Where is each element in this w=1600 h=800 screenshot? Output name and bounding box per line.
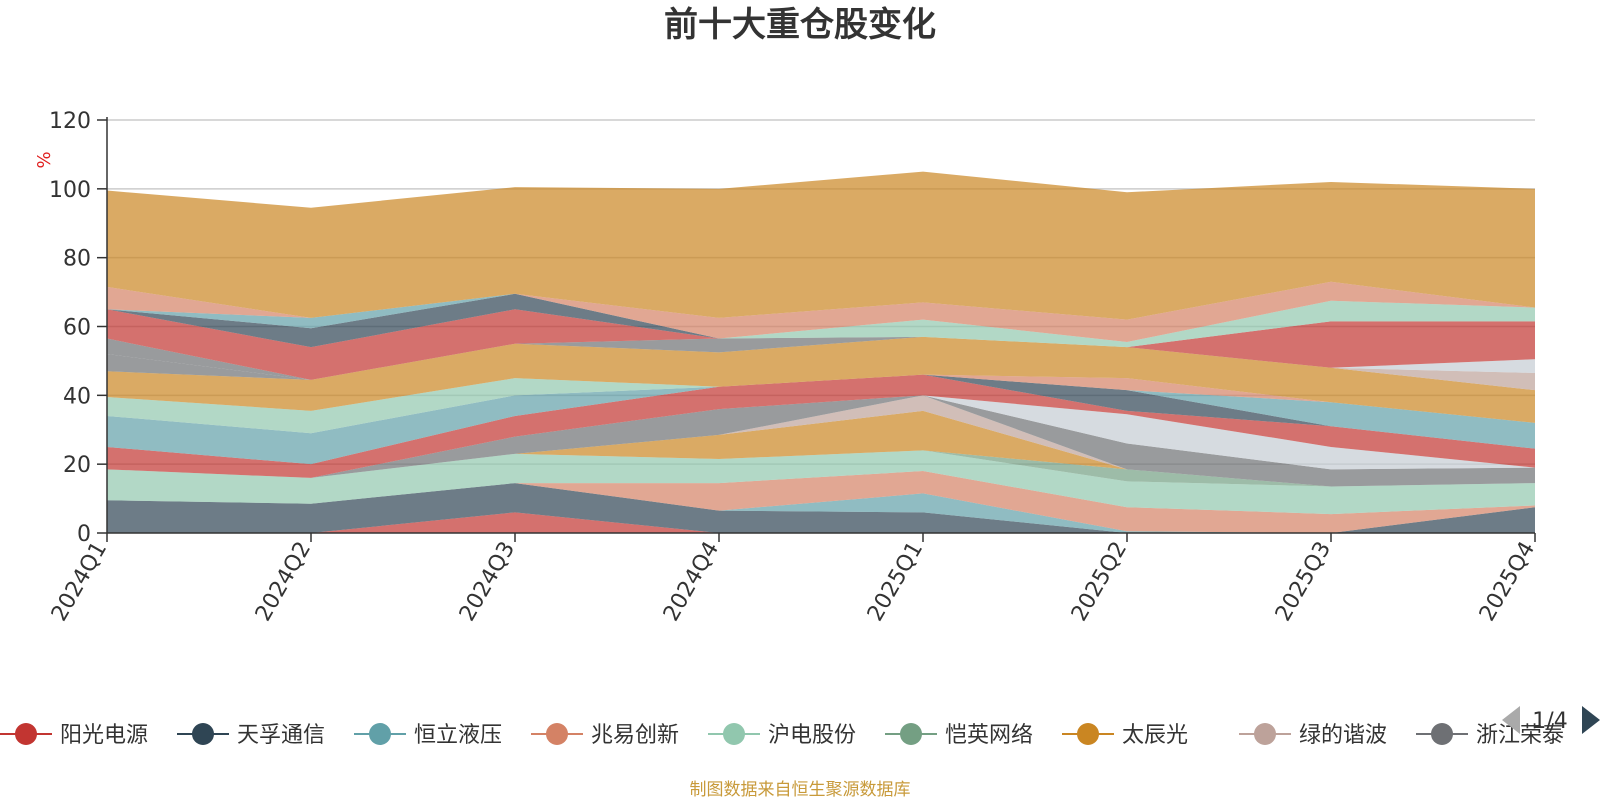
legend-item-4[interactable]: 沪电股份 [708,723,856,748]
y-axis-label: % [34,151,55,168]
y-tick-label-4: 80 [63,247,91,272]
x-tick-label-2: 2024Q3 [455,538,520,626]
legend-marker-icon-4 [723,723,745,745]
legend-item-3[interactable]: 兆易创新 [531,723,679,748]
area-series-21 [107,293,1535,348]
area-series-10 [107,374,1535,478]
x-tick-label-1: 2024Q2 [251,538,316,626]
legend-label-4: 沪电股份 [768,723,856,748]
y-tick-label-1: 20 [63,453,91,478]
area-series-5 [107,450,1535,487]
legend-item-7[interactable]: 绿的谐波 [1239,723,1387,748]
legend-label-2: 恒立液压 [414,723,502,748]
legend-marker-icon-2 [369,723,391,745]
legend-prev-icon[interactable] [1502,706,1520,734]
legend-label-1: 天孚通信 [237,723,325,748]
legend: 阳光电源 天孚通信 恒立液压 兆易创新 沪电股份 恺英网络 太辰光 绿的谐波 浙江荣泰 [0,723,1564,748]
legend-item-1[interactable]: 天孚通信 [177,723,325,748]
footer-source: 制图数据来自恒生聚源数据库 [690,780,911,800]
legend-marker-icon-3 [546,723,568,745]
area-series-4 [107,450,1535,515]
area-series-11 [107,374,1535,465]
x-tick-label-4: 2025Q1 [863,538,928,626]
y-tick-label-2: 40 [63,384,91,409]
x-tick-label-6: 2025Q3 [1271,538,1336,626]
area-series-2 [107,483,1535,533]
legend-item-8[interactable]: 浙江荣泰 [1416,723,1564,748]
y-tick-label-0: 0 [77,522,91,547]
legend-marker-icon-7 [1254,723,1276,745]
x-tick-label-5: 2025Q2 [1067,538,1132,626]
legend-marker-icon-6 [1077,723,1099,745]
area-series-14 [107,374,1535,434]
area-series-9 [107,395,1535,478]
legend-marker-icon-5 [900,723,922,745]
legend-label-5: 恺英网络 [945,723,1033,748]
legend-marker-icon-1 [192,723,214,745]
x-tick-label-3: 2024Q4 [659,538,724,626]
area-series-0 [107,512,1535,533]
x-tick-label-7: 2025Q4 [1475,538,1540,626]
area-series-1 [107,483,1535,533]
legend-item-5[interactable]: 恺英网络 [885,723,1033,748]
area-series-3 [107,471,1535,533]
legend-marker-icon-8 [1431,723,1453,745]
y-tick-label-5: 100 [49,178,91,203]
legend-marker-icon-0 [15,723,37,745]
chart-title: 前十大重仓股变化 [664,5,936,45]
area-series-15 [107,336,1535,423]
legend-item-2[interactable]: 恒立液压 [354,723,502,748]
legend-label-7: 绿的谐波 [1299,723,1387,748]
legend-label-8: 浙江荣泰 [1476,723,1564,748]
legend-page-indicator: 1/4 [1532,709,1567,734]
legend-label-0: 阳光电源 [60,723,148,748]
legend-item-6[interactable]: 太辰光 [1062,723,1188,748]
area-series-25 [107,171,1535,320]
x-tick-label-0: 2024Q1 [47,538,112,626]
legend-label-3: 兆易创新 [591,723,679,748]
legend-item-0[interactable]: 阳光电源 [0,723,148,748]
area-series-8 [107,395,1535,487]
area-series-20 [107,309,1535,380]
legend-pager: 1/4 [1502,706,1600,734]
legend-next-icon[interactable] [1582,706,1600,734]
y-tick-label-3: 60 [63,316,91,341]
area-series-24 [107,281,1535,342]
y-tick-label-6: 120 [49,109,91,134]
area-series-23 [107,293,1535,348]
area-series [107,171,1535,533]
area-series-12 [107,374,1535,465]
legend-label-6: 太辰光 [1122,723,1188,748]
area-series-6 [107,410,1535,487]
area-series-17 [107,336,1535,380]
area-series-13 [107,374,1535,434]
